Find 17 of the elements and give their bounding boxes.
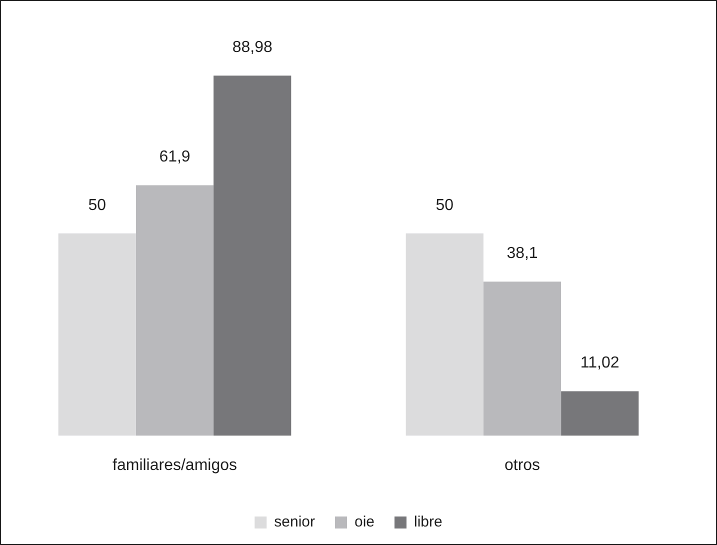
bar <box>58 233 136 436</box>
data-label: 61,9 <box>159 148 190 166</box>
bar <box>136 185 214 436</box>
bar <box>406 233 484 436</box>
legend-label: senior <box>274 514 315 531</box>
bar <box>214 76 292 436</box>
data-label: 88,98 <box>232 39 272 56</box>
legend-label: oie <box>354 514 375 531</box>
legend-label: libre <box>414 514 442 531</box>
data-label: 50 <box>436 196 454 214</box>
data-label: 38,1 <box>506 244 538 262</box>
x-tick-label: otros <box>504 456 540 474</box>
bar <box>561 391 639 436</box>
x-tick-label: familiares/amigos <box>112 456 237 474</box>
bar <box>483 282 562 436</box>
data-label: 11,02 <box>580 354 620 372</box>
data-label: 50 <box>88 196 106 214</box>
